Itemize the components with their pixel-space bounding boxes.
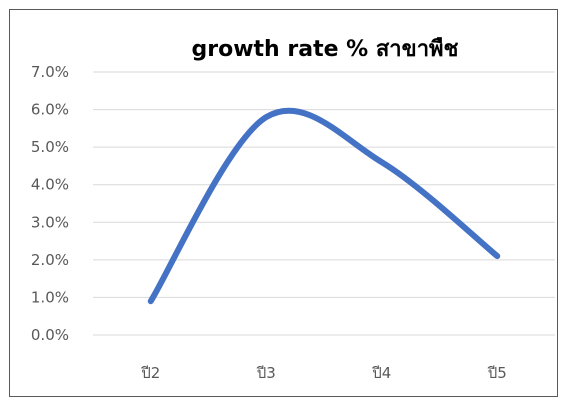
x-tick-label: ปี4 xyxy=(371,364,391,382)
series-line xyxy=(147,107,501,305)
y-tick-label: 3.0% xyxy=(31,213,69,231)
x-tick-label: ปี2 xyxy=(140,364,160,382)
chart-frame xyxy=(9,9,558,397)
chart-title: growth rate % สาขาพืช xyxy=(192,37,459,62)
y-axis-ticks: 0.0% 1.0% 2.0% 3.0% 4.0% 5.0% 6.0% 7.0% xyxy=(31,63,69,344)
series-layer xyxy=(147,107,501,305)
y-tick-label: 0.0% xyxy=(31,326,69,344)
x-tick-label: ปี5 xyxy=(487,364,507,382)
y-tick-label: 2.0% xyxy=(31,251,69,269)
y-tick-label: 6.0% xyxy=(31,101,69,119)
x-tick-label: ปี3 xyxy=(256,364,276,382)
y-tick-label: 7.0% xyxy=(31,63,69,81)
y-tick-label: 1.0% xyxy=(31,288,69,306)
gridlines xyxy=(93,71,555,336)
y-tick-label: 4.0% xyxy=(31,176,69,194)
y-tick-label: 5.0% xyxy=(31,138,69,156)
x-axis-ticks: ปี2 ปี3 ปี4 ปี5 xyxy=(140,364,507,382)
